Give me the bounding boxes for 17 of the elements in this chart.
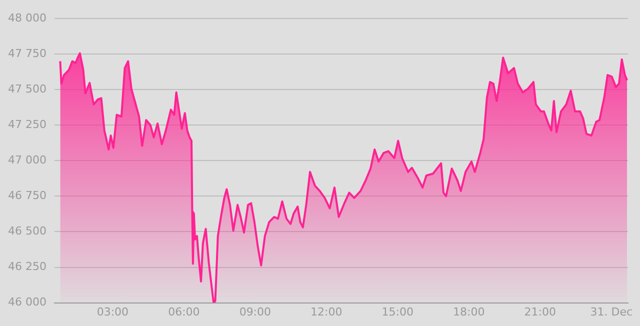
x-tick-label: 06:00 <box>168 305 200 318</box>
x-tick-label: 09:00 <box>239 305 272 318</box>
y-tick-label: 47 250 <box>8 118 46 132</box>
x-tick-label: 12:00 <box>310 305 342 318</box>
y-tick-label: 47 000 <box>8 154 46 167</box>
y-tick-label: 48 000 <box>8 11 46 24</box>
y-tick-label: 47 500 <box>8 82 46 96</box>
x-tick-label: 18:00 <box>453 305 485 318</box>
y-tick-label: 46 500 <box>8 224 46 238</box>
y-tick-label: 46 000 <box>8 296 46 309</box>
y-tick-label: 46 750 <box>8 189 46 202</box>
x-tick-label: 03:00 <box>96 305 129 318</box>
x-tick-label: 21:00 <box>524 305 556 318</box>
x-tick-label: 31. Dec <box>590 305 633 318</box>
y-tick-label: 47 750 <box>8 46 46 60</box>
y-tick-label: 46 250 <box>8 260 46 274</box>
x-tick-label: 15:00 <box>382 305 414 318</box>
